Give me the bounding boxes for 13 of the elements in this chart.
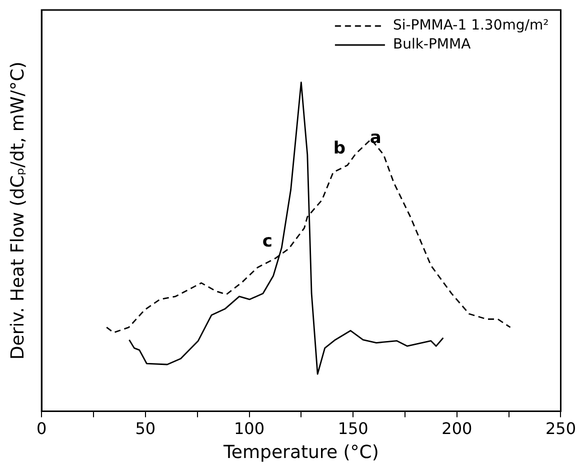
legend-label: Bulk-PMMA	[392, 36, 472, 53]
annotation: a	[370, 128, 382, 148]
x-tick-label: 200	[442, 418, 472, 438]
x-axis-title: Temperature (°C)	[222, 442, 379, 463]
x-tick-label: 50	[135, 418, 156, 438]
legend-label: Si-PMMA-1 1.30mg/m²	[392, 18, 549, 34]
x-tick-label: 0	[36, 418, 47, 438]
x-tick-label: 150	[338, 418, 368, 438]
x-tick-label: 250	[545, 418, 576, 438]
x-tick-label: 100	[234, 418, 265, 438]
annotation: b	[333, 138, 346, 159]
annotation: c	[262, 232, 272, 252]
y-axis-title: Deriv. Heat Flow (dCₚ/dt, mW/°C)	[7, 62, 28, 360]
